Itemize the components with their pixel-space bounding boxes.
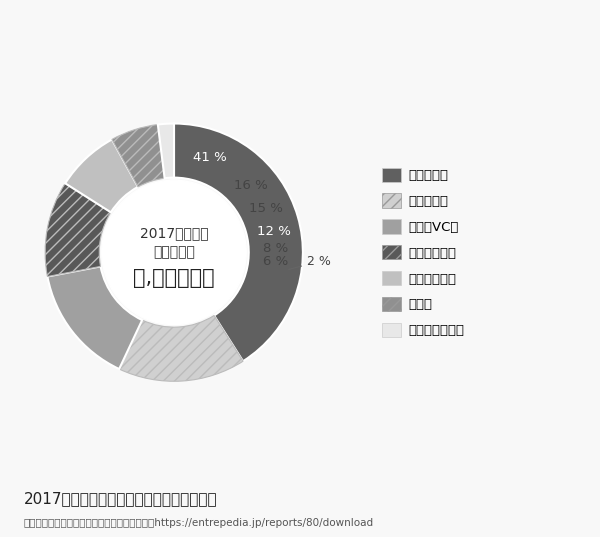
Wedge shape	[158, 124, 174, 178]
Text: 投資額合計: 投資額合計	[153, 245, 195, 259]
Text: 出典：株式会社ジャパンベンチャーリサーチ　https://entrepedia.jp/reports/80/download: 出典：株式会社ジャパンベンチャーリサーチ https://entrepedia.…	[24, 518, 374, 528]
Text: １,１１０億円: １,１１０億円	[133, 268, 215, 288]
Wedge shape	[174, 124, 303, 361]
Wedge shape	[119, 316, 243, 381]
Legend: 事業法人系, 金融機関系, 独立系VC等, 政府・大学系, 海外（系統）, 個人系, その他（系統）: 事業法人系, 金融機関系, 独立系VC等, 政府・大学系, 海外（系統）, 個人…	[382, 168, 465, 337]
Text: 2017年投資家タイプ（系統）別投資額割合: 2017年投資家タイプ（系統）別投資額割合	[24, 491, 218, 506]
Text: 2017年上半期: 2017年上半期	[140, 226, 208, 240]
Circle shape	[102, 180, 246, 324]
Text: 15 %: 15 %	[249, 202, 283, 215]
Wedge shape	[65, 140, 138, 212]
Text: 41 %: 41 %	[193, 150, 227, 163]
Text: 12 %: 12 %	[257, 224, 290, 238]
Wedge shape	[47, 266, 142, 369]
Wedge shape	[112, 125, 164, 187]
Text: 6 %: 6 %	[263, 255, 288, 268]
Text: 8 %: 8 %	[263, 242, 289, 255]
Text: 16 %: 16 %	[234, 179, 268, 192]
Wedge shape	[45, 183, 111, 277]
Text: 2 %: 2 %	[289, 255, 331, 270]
